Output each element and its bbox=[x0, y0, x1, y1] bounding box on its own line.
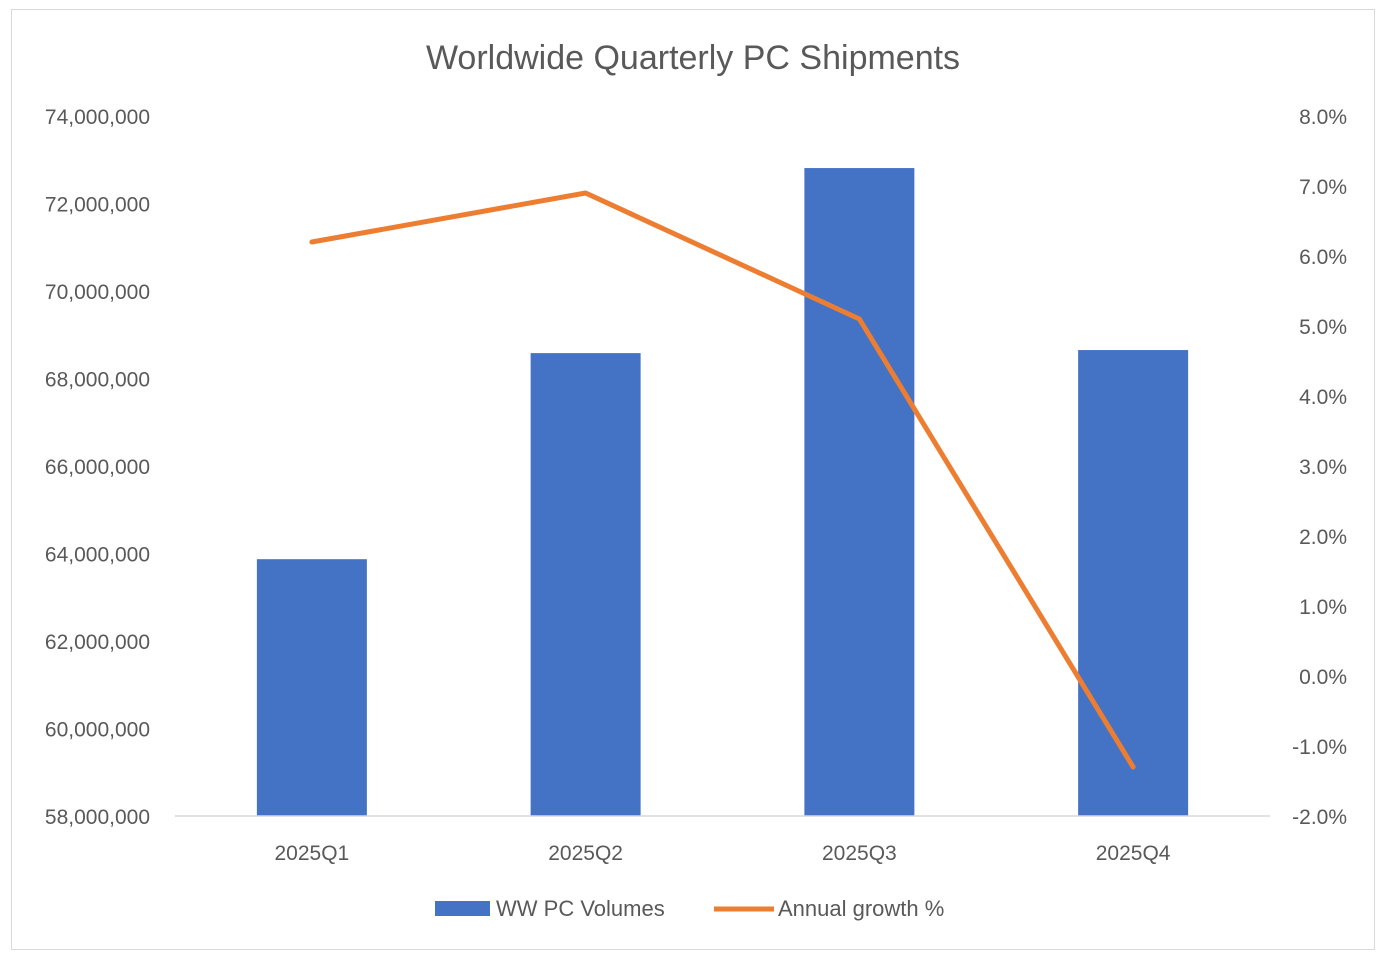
bar-2025Q1 bbox=[256, 559, 367, 816]
left-tick-label: 62,000,000 bbox=[45, 631, 150, 654]
legend-label-growth: Annual growth % bbox=[778, 896, 944, 921]
right-tick-label: 0.0% bbox=[1299, 666, 1347, 689]
legend-swatch-bar bbox=[435, 901, 490, 916]
left-tick-label: 70,000,000 bbox=[45, 281, 150, 304]
left-axis: 58,000,000 60,000,000 62,000,000 64,000,000… bbox=[45, 106, 150, 829]
right-tick-label: 8.0% bbox=[1299, 106, 1347, 129]
right-axis: -2.0% -1.0% 0.0% 1.0% 2.0% 3.0% 4.0% 5.0% 6.0% 7.… bbox=[1292, 106, 1347, 829]
line-series bbox=[309, 190, 1136, 770]
right-tick-label: 6.0% bbox=[1299, 246, 1347, 269]
left-tick-label: 60,000,000 bbox=[45, 719, 150, 742]
left-tick-label: 72,000,000 bbox=[45, 194, 150, 217]
left-tick-label: 58,000,000 bbox=[45, 806, 150, 829]
chart-title: Worldwide Quarterly PC Shipments bbox=[426, 39, 960, 77]
x-tick-label: 2025Q3 bbox=[822, 842, 897, 865]
bar-series bbox=[256, 168, 1189, 816]
right-tick-label: -1.0% bbox=[1292, 736, 1347, 759]
x-tick-label: 2025Q1 bbox=[275, 842, 350, 865]
right-tick-label: 5.0% bbox=[1299, 316, 1347, 339]
left-tick-label: 66,000,000 bbox=[45, 456, 150, 479]
left-tick-label: 74,000,000 bbox=[45, 106, 150, 129]
x-axis: 2025Q1 2025Q2 2025Q3 2025Q4 bbox=[275, 842, 1171, 865]
bar-2025Q2 bbox=[530, 353, 641, 816]
legend: WW PC Volumes Annual growth % bbox=[435, 896, 944, 921]
bar-2025Q4 bbox=[1078, 350, 1189, 816]
right-tick-label: 2.0% bbox=[1299, 526, 1347, 549]
right-tick-label: -2.0% bbox=[1292, 806, 1347, 829]
legend-label-volumes: WW PC Volumes bbox=[496, 896, 665, 921]
growth-line bbox=[309, 190, 1136, 770]
right-tick-label: 4.0% bbox=[1299, 386, 1347, 409]
right-tick-label: 7.0% bbox=[1299, 176, 1347, 199]
right-tick-label: 3.0% bbox=[1299, 456, 1347, 479]
left-tick-label: 64,000,000 bbox=[45, 544, 150, 567]
bar-2025Q3 bbox=[804, 168, 915, 816]
x-tick-label: 2025Q4 bbox=[1096, 842, 1171, 865]
x-tick-label: 2025Q2 bbox=[548, 842, 623, 865]
left-tick-label: 68,000,000 bbox=[45, 369, 150, 392]
chart-frame bbox=[11, 9, 1375, 950]
right-tick-label: 1.0% bbox=[1299, 596, 1347, 619]
